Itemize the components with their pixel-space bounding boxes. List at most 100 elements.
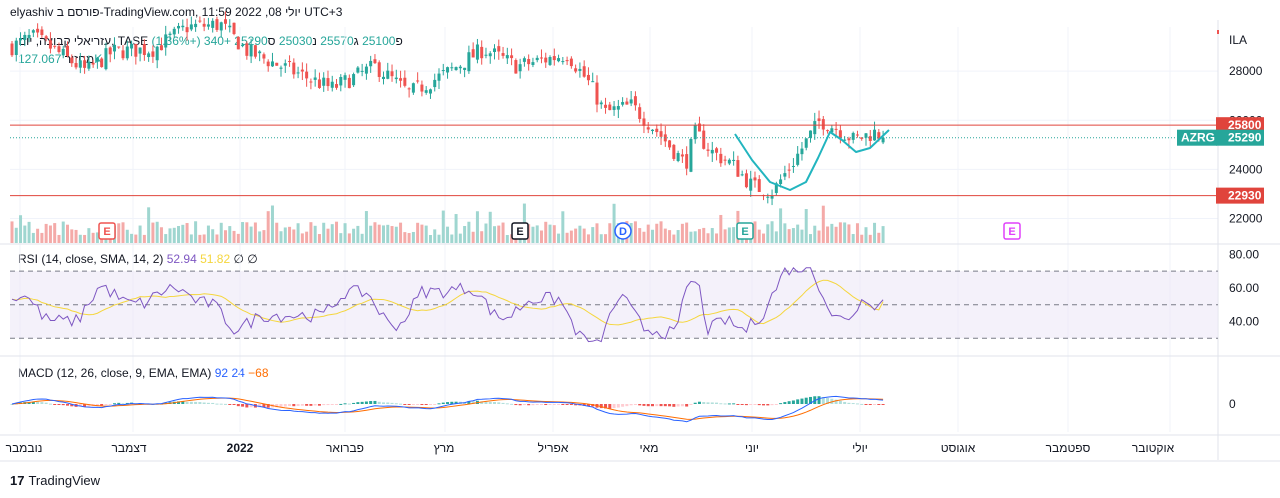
volume-bar <box>505 234 509 243</box>
volume-bar <box>91 232 95 243</box>
volume-bar <box>202 234 206 243</box>
volume-bar <box>236 233 240 243</box>
macd-hist-bar <box>604 404 608 409</box>
macd-hist-bar <box>608 404 612 409</box>
volume-bar <box>463 226 467 243</box>
macd-hist-bar <box>599 404 603 409</box>
candle-body <box>44 36 48 39</box>
macd-hist-bar <box>48 403 52 405</box>
macd-hist-bar <box>749 404 753 405</box>
volume-bar <box>762 233 766 243</box>
candle-body <box>843 139 847 141</box>
macd-hist-bar <box>202 402 206 404</box>
volume-bar <box>185 223 189 243</box>
candle-body <box>535 57 539 61</box>
candle-body <box>501 53 505 56</box>
time-tick-label: יולי <box>852 441 868 455</box>
candle-body <box>753 177 757 181</box>
macd-hist-bar <box>31 401 35 404</box>
candle-body <box>826 130 830 132</box>
macd-hist-bar <box>228 404 232 405</box>
volume-bar <box>23 225 27 243</box>
candle-body <box>604 104 608 108</box>
candle-body <box>693 125 697 140</box>
volume-bar <box>215 234 219 243</box>
candle-body <box>569 58 573 67</box>
volume-bar <box>335 221 339 243</box>
volume-bar <box>548 224 552 243</box>
volume-bar <box>151 222 155 243</box>
volume-bar <box>31 232 35 243</box>
volume-bar <box>638 228 642 243</box>
candle-body <box>510 55 514 59</box>
candle-body <box>300 69 304 72</box>
candle-body <box>283 63 287 66</box>
candle-body <box>262 54 266 59</box>
macd-hist-bar <box>424 404 428 405</box>
volume-bar <box>873 222 877 243</box>
macd-hist-bar <box>552 404 556 405</box>
volume-bar <box>821 205 825 243</box>
candle-body <box>194 23 198 28</box>
symbol-legend: עזריאלי קבוצה, יום, TASE פ25100 ג25570 נ… <box>18 34 403 48</box>
candle-body <box>288 61 292 63</box>
candle-body <box>651 129 654 132</box>
candle-body <box>774 183 778 193</box>
candle-body <box>732 159 736 162</box>
candle-body <box>740 174 744 176</box>
volume-bar <box>437 234 441 243</box>
candle-body <box>228 25 232 28</box>
volume-bar <box>326 228 330 243</box>
volume-bar <box>228 226 232 243</box>
volume-bar <box>774 231 778 243</box>
candle-body <box>574 68 578 72</box>
macd-hist-bar <box>851 403 855 405</box>
volume-bar <box>471 231 475 243</box>
publish-header: elyashiv פורסם ב-TradingView.com, יולי 0… <box>10 5 343 19</box>
macd-hist-bar <box>646 404 650 407</box>
macd-hist-bar <box>262 404 266 408</box>
time-tick-label: יוני <box>745 441 759 455</box>
volume-bar <box>373 222 377 243</box>
time-tick-label: אוגוסט <box>941 441 976 455</box>
candle-body <box>727 159 731 164</box>
volume-bar <box>194 221 198 243</box>
volume-bar <box>497 225 501 243</box>
macd-hist-bar <box>215 403 219 405</box>
candle-body <box>245 43 249 56</box>
volume-bar <box>855 223 859 243</box>
volume-bar <box>651 229 654 243</box>
candle-body <box>407 88 411 90</box>
candle-body <box>270 61 274 67</box>
volume-bar <box>544 221 548 243</box>
macd-hist-bar <box>834 399 838 404</box>
volume-bar <box>172 227 176 243</box>
volume-bar <box>313 225 317 243</box>
macd-hist-bar <box>245 404 249 408</box>
volume-bar <box>356 225 360 243</box>
macd-hist-bar <box>535 404 539 405</box>
macd-hist-bar <box>335 404 339 405</box>
macd-hist-bar <box>369 401 373 404</box>
earnings-marker <box>1003 222 1021 240</box>
macd-hist-bar <box>804 397 808 404</box>
macd-hist-bar <box>847 402 851 404</box>
candle-body <box>40 29 44 36</box>
volume-bar <box>710 228 714 243</box>
candle-body <box>655 128 659 133</box>
macd-hist-bar <box>574 404 578 406</box>
candle-body <box>211 20 215 28</box>
candle-body <box>104 48 108 70</box>
macd-hist-bar <box>70 404 74 407</box>
candle-body <box>484 54 488 56</box>
macd-hist-bar <box>744 404 748 406</box>
macd-hist-bar <box>249 404 253 408</box>
candle-body <box>715 148 719 153</box>
macd-hist-bar <box>198 402 202 404</box>
current-price-label: 25290 <box>1228 131 1262 145</box>
candle-body <box>241 44 245 47</box>
high-label: ג <box>353 34 359 48</box>
time-tick-label: נובמבר <box>6 441 43 455</box>
